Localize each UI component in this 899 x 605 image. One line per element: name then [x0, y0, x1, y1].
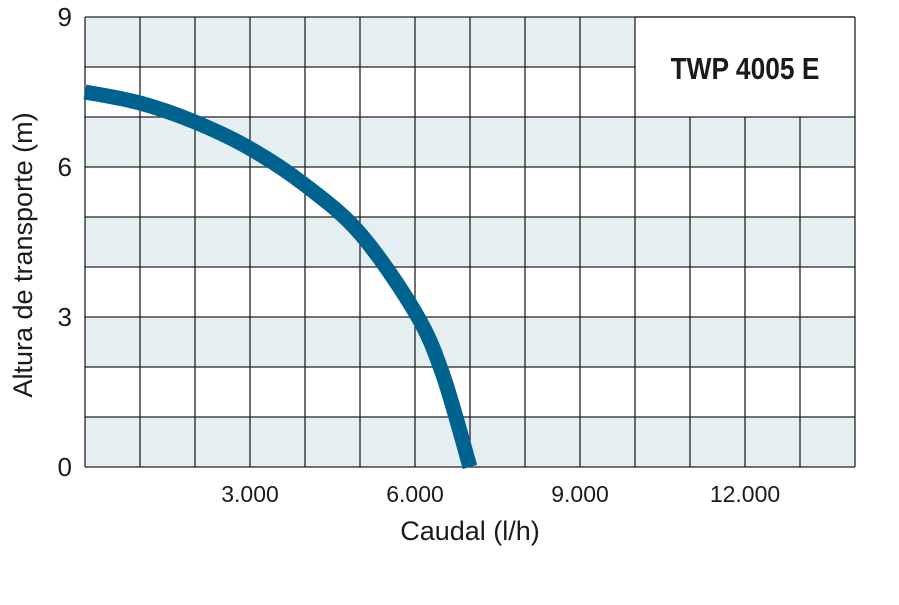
y-tick-label: 9	[58, 2, 72, 32]
y-tick-label: 6	[58, 152, 72, 182]
x-axis-label: Caudal (l/h)	[400, 516, 540, 546]
x-tick-labels: 3.000 6.000 9.000 12.000	[221, 481, 780, 507]
y-tick-label: 3	[58, 302, 72, 332]
y-tick-labels: 0 3 6 9	[58, 2, 72, 482]
y-axis-label: Altura de transporte (m)	[8, 112, 38, 397]
chart-title: TWP 4005 E	[671, 52, 820, 86]
x-tick-label: 12.000	[710, 481, 780, 507]
title-box	[635, 17, 855, 117]
x-tick-label: 6.000	[386, 481, 444, 507]
x-tick-label: 9.000	[551, 481, 609, 507]
x-tick-label: 3.000	[221, 481, 279, 507]
y-tick-label: 0	[58, 452, 72, 482]
series-line	[83, 84, 478, 470]
